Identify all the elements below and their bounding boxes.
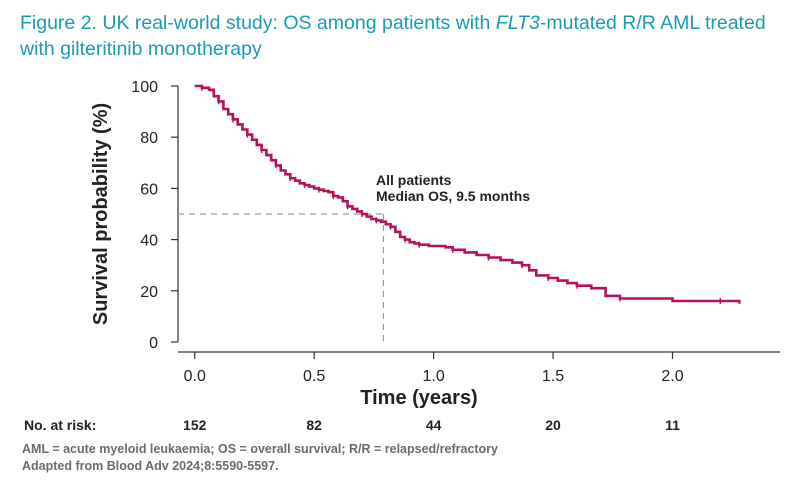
x-tick-label: 1.5	[542, 368, 564, 385]
figure-title-gene: FLT3	[495, 12, 540, 34]
footnote-abbreviations: AML = acute myeloid leukaemia; OS = over…	[22, 442, 499, 456]
y-tick-label: 40	[140, 233, 158, 250]
footnote-source: Adapted from Blood Adv 2024;8:5590-5597.	[22, 459, 279, 473]
x-tick-label: 2.0	[661, 368, 683, 385]
risk-table-value: 11	[665, 417, 680, 433]
x-tick-label: 1.0	[422, 368, 444, 385]
figure-title: Figure 2. UK real-world study: OS among …	[20, 10, 790, 62]
x-tick-label: 0.0	[184, 368, 206, 385]
y-tick-label: 80	[140, 130, 158, 147]
risk-table-value: 82	[306, 417, 322, 433]
y-tick-label: 20	[140, 284, 158, 301]
median-label-line1: All patients	[376, 172, 452, 188]
y-axis-label: Survival probability (%)	[90, 103, 112, 325]
risk-table-value: 20	[545, 417, 561, 433]
x-axis-label: Time (years)	[360, 387, 477, 409]
y-tick-label: 60	[140, 181, 158, 198]
x-axis: 0.0 0.5 1.0 1.5 2.0	[178, 351, 780, 385]
risk-table-value: 152	[183, 417, 207, 433]
median-label-line2: Median OS, 9.5 months	[376, 188, 530, 204]
y-axis: 0 20 40 60 80 100	[131, 79, 179, 352]
risk-table-value: 44	[426, 417, 442, 433]
y-tick-label: 0	[149, 335, 158, 352]
footnotes: AML = acute myeloid leukaemia; OS = over…	[22, 441, 498, 475]
survival-chart: 0 20 40 60 80 100 0.0 0.5 1.0 1.5 2.0 Survival pr…	[24, 79, 780, 433]
figure-title-post: -mutated R/R AML treated with gilteritin…	[20, 12, 766, 60]
figure-title-pre: Figure 2. UK real-world study: OS among …	[20, 12, 496, 34]
x-tick-label: 0.5	[303, 368, 325, 385]
y-tick-label: 100	[131, 79, 158, 96]
risk-table-label: No. at risk:	[24, 417, 96, 433]
